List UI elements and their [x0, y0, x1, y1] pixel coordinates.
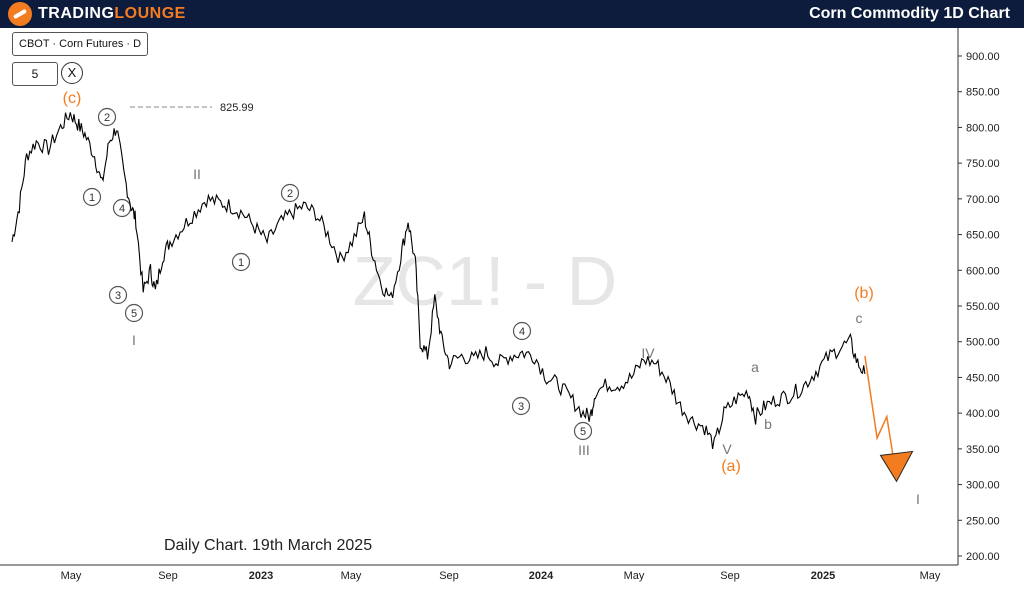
circled-wave-label: 3 [511, 396, 531, 416]
wave-label-orange: (b) [854, 285, 874, 302]
y-tick-label: 900.00 [966, 51, 1000, 63]
x-tick-label: May [920, 570, 941, 582]
projection-arrow-icon [879, 450, 914, 483]
wave-circle-icon [82, 187, 102, 207]
circled-wave-label: 3 [108, 285, 128, 305]
x-tick-label: May [61, 570, 82, 582]
wave-label-orange: (a) [721, 458, 741, 475]
y-tick-label: 850.00 [966, 87, 1000, 99]
circled-wave-label: 2 [280, 183, 300, 203]
circled-wave-label: 1 [231, 252, 251, 272]
y-tick-label: 200.00 [966, 551, 1000, 563]
wave-circle-number: 4 [519, 326, 525, 338]
circled-wave-label: 4 [512, 321, 532, 341]
x-tick-label: 2024 [529, 570, 554, 582]
y-tick-label: 500.00 [966, 337, 1000, 349]
wave-circle-number: 5 [131, 308, 137, 320]
y-tick-label: 700.00 [966, 194, 1000, 206]
wave-circle-number: 2 [287, 188, 293, 200]
wave-circle-number: 3 [518, 401, 524, 413]
x-tick-label: Sep [720, 570, 740, 582]
wave-label-gray: I [916, 491, 920, 507]
wave-circle-icon [97, 107, 117, 127]
wave-label-gray: II [193, 166, 201, 182]
wave-circle-number: 1 [89, 192, 95, 204]
wave-circle-number: 5 [580, 426, 586, 438]
chart-watermark: ZC1! - D [353, 242, 617, 320]
brand-part1: TRADING [38, 5, 115, 22]
price-series-line [11, 112, 866, 449]
chart-title: Corn Commodity 1D Chart [809, 5, 1010, 22]
wave-circle-icon [573, 421, 593, 441]
y-tick-label: 600.00 [966, 265, 1000, 277]
wave-circle-icon [124, 303, 144, 323]
projection-line [864, 355, 898, 478]
wave-label-gray: I [132, 332, 136, 348]
wave-circle-icon [280, 183, 300, 203]
high-price-label: 825.99 [220, 102, 254, 114]
x-tick-label: Sep [158, 570, 178, 582]
circled-wave-label: 1 [82, 187, 102, 207]
symbol-legend[interactable]: CBOT · Corn Futures · D [12, 32, 149, 56]
y-tick-label: 650.00 [966, 230, 1000, 242]
x-tick-label: Sep [439, 570, 459, 582]
wave-label-gray: b [764, 416, 772, 432]
circled-wave-label: 2 [97, 107, 117, 127]
close-icon[interactable]: X [61, 62, 83, 84]
circled-wave-label: 5 [573, 421, 593, 441]
interval-input[interactable]: 5 [12, 62, 58, 86]
y-tick-label: 400.00 [966, 408, 1000, 420]
top-bar: TRADINGLOUNGE Corn Commodity 1D Chart [0, 0, 1024, 28]
y-tick-label: 300.00 [966, 480, 1000, 492]
wave-label-gray: V [722, 441, 732, 457]
y-tick-label: 550.00 [966, 301, 1000, 313]
wave-circle-number: 3 [115, 290, 121, 302]
y-tick-label: 800.00 [966, 122, 1000, 134]
x-tick-label: 2023 [249, 570, 273, 582]
y-tick-label: 250.00 [966, 515, 1000, 527]
wave-label-gray: IV [641, 345, 655, 361]
y-tick-label: 750.00 [966, 158, 1000, 170]
y-tick-label: 450.00 [966, 372, 1000, 384]
wave-circle-icon [511, 396, 531, 416]
wave-circle-number: 2 [104, 112, 110, 124]
circled-wave-label: 5 [124, 303, 144, 323]
y-tick-label: 350.00 [966, 444, 1000, 456]
wave-circle-number: 4 [119, 203, 125, 215]
wave-label-gray: a [751, 359, 759, 375]
price-chart[interactable]: ZC1! - D 825.99(c)(a)(b)IIIIIIIVVabcI214… [0, 28, 1024, 595]
wave-label-gray: c [856, 310, 863, 326]
wave-circle-icon [231, 252, 251, 272]
brand-logo: TRADINGLOUNGE [8, 2, 186, 26]
logo-icon [8, 2, 32, 26]
x-tick-label: 2025 [811, 570, 835, 582]
wave-label-orange: (c) [63, 90, 82, 107]
wave-circle-number: 1 [238, 257, 244, 269]
circled-wave-label: 4 [112, 198, 132, 218]
wave-label-gray: III [578, 442, 590, 458]
x-tick-label: May [624, 570, 645, 582]
wave-circle-icon [108, 285, 128, 305]
wave-circle-icon [512, 321, 532, 341]
x-tick-label: May [341, 570, 362, 582]
brand-part2: LOUNGE [114, 5, 186, 22]
chart-footnote: Daily Chart. 19th March 2025 [164, 537, 373, 554]
